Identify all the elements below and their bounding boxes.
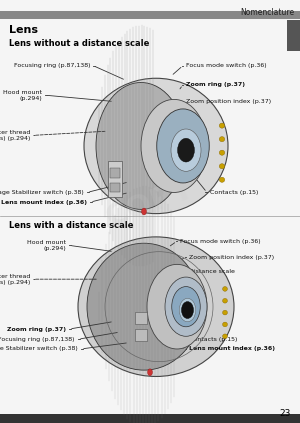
Ellipse shape xyxy=(96,82,186,209)
Bar xyxy=(135,329,147,341)
Ellipse shape xyxy=(223,334,227,338)
Text: Hood mount
(p.294): Hood mount (p.294) xyxy=(3,90,42,101)
Ellipse shape xyxy=(219,164,225,169)
Text: Hood mount
(p.294): Hood mount (p.294) xyxy=(27,240,66,251)
Ellipse shape xyxy=(219,150,225,155)
Text: Filter thread
(front of lens) (p.294): Filter thread (front of lens) (p.294) xyxy=(0,130,30,141)
Circle shape xyxy=(148,369,152,376)
Ellipse shape xyxy=(219,177,225,182)
Bar xyxy=(0,414,300,423)
Ellipse shape xyxy=(78,237,234,376)
Text: Contacts (p.15): Contacts (p.15) xyxy=(189,337,237,342)
Text: COPY: COPY xyxy=(102,173,198,233)
Text: Lens mount index (p.36): Lens mount index (p.36) xyxy=(1,200,87,205)
Text: Distance scale: Distance scale xyxy=(189,269,235,274)
Ellipse shape xyxy=(223,322,227,327)
Ellipse shape xyxy=(223,299,227,303)
Circle shape xyxy=(142,208,146,215)
Ellipse shape xyxy=(223,310,227,315)
Bar xyxy=(286,20,300,51)
Text: Lens mount index (p.36): Lens mount index (p.36) xyxy=(189,346,275,352)
Bar xyxy=(108,161,122,197)
Text: Focus mode switch (p.36): Focus mode switch (p.36) xyxy=(186,63,267,68)
Ellipse shape xyxy=(223,287,227,291)
Text: Focusing ring (p.87,138): Focusing ring (p.87,138) xyxy=(14,63,90,68)
Text: Zoom ring (p.37): Zoom ring (p.37) xyxy=(186,82,245,87)
Text: Zoom ring (p.37): Zoom ring (p.37) xyxy=(7,327,66,332)
Ellipse shape xyxy=(179,299,196,322)
Ellipse shape xyxy=(157,109,209,183)
Text: Lens: Lens xyxy=(9,25,38,35)
Text: Image Stabilizer switch (p.38): Image Stabilizer switch (p.38) xyxy=(0,190,84,195)
Text: Image Stabilizer switch (p.38): Image Stabilizer switch (p.38) xyxy=(0,346,78,352)
Ellipse shape xyxy=(219,137,225,142)
Bar xyxy=(135,312,147,324)
Text: Focusing ring (p.87,138): Focusing ring (p.87,138) xyxy=(0,337,75,342)
Text: Zoom position index (p.37): Zoom position index (p.37) xyxy=(186,99,271,104)
Ellipse shape xyxy=(165,277,207,336)
Text: 23: 23 xyxy=(280,409,291,418)
Ellipse shape xyxy=(84,78,228,214)
Ellipse shape xyxy=(147,264,207,349)
Bar xyxy=(110,183,120,192)
Ellipse shape xyxy=(219,123,225,128)
Circle shape xyxy=(182,302,194,319)
Ellipse shape xyxy=(172,287,200,327)
Text: Lens with a distance scale: Lens with a distance scale xyxy=(9,221,134,230)
Bar xyxy=(110,168,120,178)
Text: Lens without a distance scale: Lens without a distance scale xyxy=(9,39,149,48)
Text: Focus mode switch (p.36): Focus mode switch (p.36) xyxy=(180,239,261,244)
Ellipse shape xyxy=(171,129,201,171)
Ellipse shape xyxy=(141,99,207,192)
Text: Filter thread
(front of lens) (p.294): Filter thread (front of lens) (p.294) xyxy=(0,274,30,285)
Ellipse shape xyxy=(87,243,201,370)
Text: Zoom position index (p.37): Zoom position index (p.37) xyxy=(189,255,274,260)
Text: Nomenclature: Nomenclature xyxy=(240,8,294,16)
Bar xyxy=(0,11,300,19)
Text: Contacts (p.15): Contacts (p.15) xyxy=(210,190,258,195)
Circle shape xyxy=(178,138,194,162)
